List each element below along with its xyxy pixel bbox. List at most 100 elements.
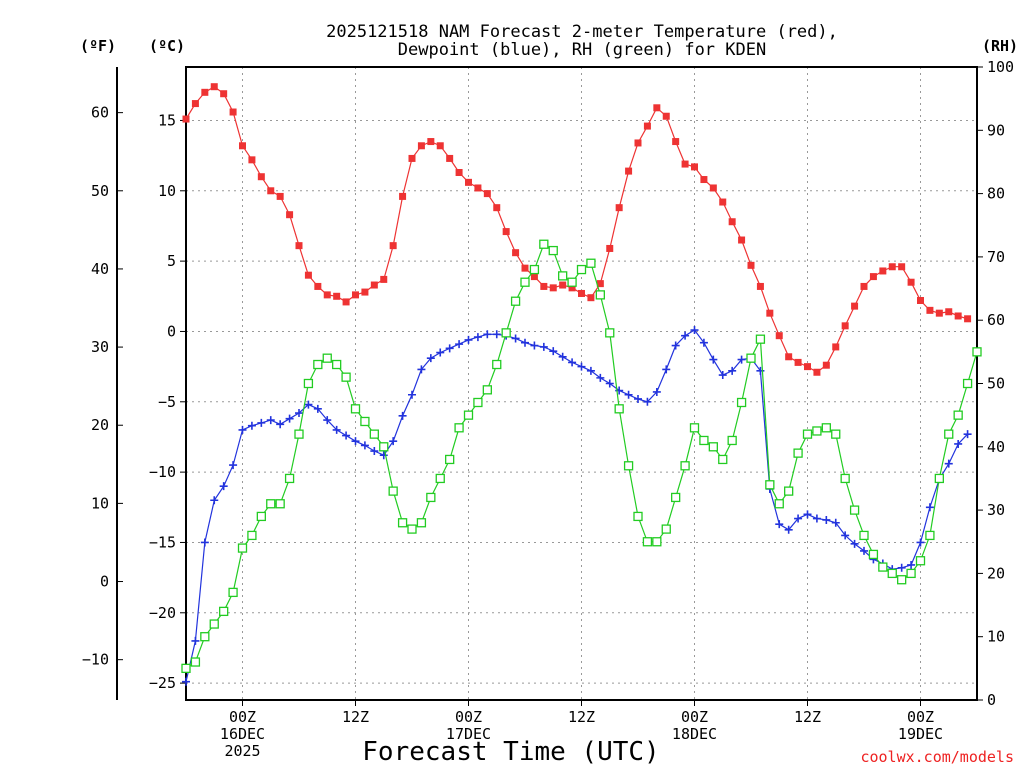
time-tick-label: 12Z [342, 708, 369, 726]
temperature-point [483, 190, 491, 198]
rh-point [341, 372, 351, 382]
rh-point [727, 435, 737, 446]
rh-point [765, 480, 775, 490]
temperature-point [888, 263, 896, 271]
rh-point [322, 353, 332, 363]
rh-point [802, 429, 813, 439]
temperature-point [709, 184, 717, 192]
temperature-point [634, 139, 642, 147]
time-tick-label: 19DEC [898, 725, 943, 743]
fahrenheit-tick-label: 30 [91, 338, 109, 356]
fahrenheit-tick-label: 40 [91, 260, 109, 278]
temperature-point [691, 163, 698, 171]
rh-point [755, 334, 766, 344]
temperature-point [267, 187, 275, 195]
temperature-point [257, 173, 265, 181]
rh-point [972, 347, 982, 357]
rh-point [482, 385, 492, 395]
temperature-point [370, 281, 378, 289]
time-tick-label: 16DEC [220, 725, 265, 743]
rh-point [868, 549, 879, 560]
temperature-point [333, 292, 341, 300]
time-tick-label: 00Z [907, 708, 934, 726]
fahrenheit-tick-label: 50 [91, 182, 109, 200]
dewpoint-point [558, 352, 567, 361]
rh-point [266, 499, 276, 509]
temperature-point [860, 282, 868, 290]
dewpoint-point [436, 348, 445, 357]
rh-point [784, 486, 794, 496]
rh-point [671, 492, 681, 503]
dewpoint-point [963, 430, 972, 439]
rh-point [247, 530, 257, 541]
dewpoint-point [690, 326, 699, 335]
rh-point [736, 397, 747, 408]
temperature-point [465, 178, 472, 186]
temperature-point [549, 284, 557, 292]
rh-point [718, 454, 728, 465]
temperature-point [286, 211, 294, 219]
rh-point [435, 473, 445, 484]
fahrenheit-tick-label: −10 [82, 651, 109, 669]
rh-tick-label: 20 [987, 564, 1005, 582]
rh-point [605, 328, 615, 338]
dewpoint-point [247, 421, 256, 430]
rh-point [369, 429, 379, 439]
rh-point [529, 264, 540, 275]
temperature-point [521, 264, 529, 272]
rh-tick-label: 60 [987, 311, 1005, 329]
temperature-point [643, 122, 651, 130]
rh-tick-label: 100 [987, 58, 1014, 76]
rh-point [237, 543, 248, 553]
celsius-tick-label: −5 [158, 393, 176, 411]
dewpoint-point [784, 525, 793, 534]
dewpoint-point [944, 459, 953, 468]
temperature-point [785, 353, 793, 361]
rh-point [407, 524, 417, 534]
temperature-point [681, 160, 689, 168]
dewpoint-point [511, 334, 520, 343]
temperature-point [210, 83, 218, 91]
fahrenheit-tick-label: 60 [91, 104, 109, 122]
temperature-point [323, 291, 331, 299]
temperature-point [512, 249, 520, 257]
rh-point [595, 290, 605, 300]
temperature-point [907, 278, 915, 286]
rh-point [303, 378, 314, 389]
temperature-point [766, 309, 774, 317]
rh-point [831, 429, 841, 439]
temperature-point [361, 288, 369, 296]
rh-point [934, 473, 944, 484]
temperature-point [813, 368, 821, 376]
temperature-point [304, 271, 312, 279]
temperature-point [917, 297, 924, 305]
temperature-point [427, 138, 435, 146]
rh-point [887, 568, 897, 579]
dewpoint-point [389, 437, 398, 446]
dewpoint-point [671, 341, 680, 350]
dewpoint-point [266, 416, 275, 425]
rh-tick-label: 40 [987, 438, 1005, 456]
temperature-point [615, 204, 623, 212]
rh-point [558, 271, 568, 281]
rh-unit-label: (RH) [982, 37, 1018, 55]
temperature-point [625, 167, 633, 175]
rh-point [548, 245, 558, 256]
temperature-point [596, 280, 604, 288]
temperature-point [728, 218, 736, 226]
dewpoint-point [954, 439, 963, 448]
temperature-point [474, 184, 482, 192]
rh-point [510, 296, 521, 306]
dewpoint-point [285, 414, 294, 423]
rh-point [294, 429, 304, 439]
dewpoint-point [718, 371, 727, 380]
rh-point [275, 499, 285, 509]
time-tick-label: 2025 [224, 742, 260, 760]
temperature-point [568, 284, 576, 292]
temperature-point [935, 309, 943, 317]
temperature-point [276, 192, 284, 200]
dewpoint-point [841, 531, 850, 540]
time-tick-label: 12Z [794, 708, 821, 726]
temperature-point [756, 282, 764, 290]
rh-point [492, 359, 502, 370]
